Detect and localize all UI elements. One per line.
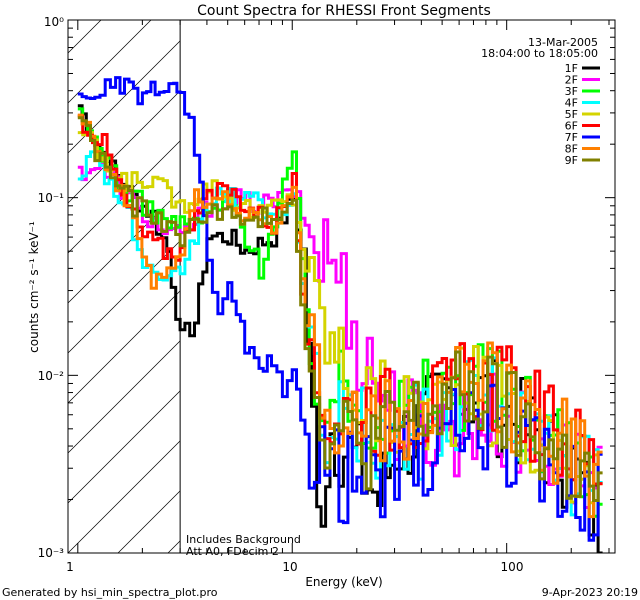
- footer-timestamp: 9-Apr-2023 20:19: [542, 586, 638, 599]
- hatch-line: [68, 190, 181, 304]
- legend-label-2F: 2F: [565, 74, 578, 87]
- hatch-line: [68, 90, 181, 204]
- annotation-date: 13-Mar-2005: [528, 36, 598, 49]
- legend-label-1F: 1F: [565, 62, 578, 75]
- x-axis-label: Energy (keV): [305, 575, 382, 589]
- legend-label-7F: 7F: [565, 131, 578, 144]
- hatch-line: [68, 20, 152, 104]
- hatch-line: [68, 340, 181, 454]
- annotation-attenuator: Att A0, FDecim 2: [186, 545, 279, 558]
- legend-label-9F: 9F: [565, 154, 578, 167]
- hatch-line: [68, 390, 181, 504]
- annotation-time-range: 18:04:00 to 18:05:00: [481, 47, 598, 60]
- axis-ticks: [67, 19, 615, 554]
- legend-label-3F: 3F: [565, 85, 578, 98]
- legend-label-8F: 8F: [565, 143, 578, 156]
- plot-frame: [67, 19, 616, 554]
- y-tick-label-1e-3: 10⁻³: [38, 546, 65, 560]
- x-tick-label-1: 1: [66, 560, 74, 574]
- hatch-line: [68, 20, 102, 54]
- hatch-line: [618, 20, 640, 553]
- y-tick-label-1e-2: 10⁻²: [38, 369, 65, 383]
- legend-label-4F: 4F: [565, 97, 578, 110]
- hatch-line: [68, 40, 181, 154]
- hatch-line: [68, 440, 181, 553]
- footer-generated-by: Generated by hsi_min_spectra_plot.pro: [2, 586, 218, 599]
- hatched-region: [68, 20, 640, 553]
- chart-title: Count Spectra for RHESSI Front Segments: [197, 3, 491, 19]
- series-line-7F: [77, 76, 603, 542]
- hatch-line: [68, 240, 181, 354]
- legend-label-5F: 5F: [565, 108, 578, 121]
- x-tick-label-10: 10: [282, 560, 297, 574]
- y-tick-label-1e0: 10⁰: [44, 15, 64, 29]
- x-tick-label-100: 100: [501, 560, 524, 574]
- y-axis-label: counts cm⁻² s⁻¹ keV⁻¹: [27, 221, 41, 353]
- annotation-background: Includes Background: [186, 533, 301, 546]
- legend-label-6F: 6F: [565, 120, 578, 133]
- series-line-9F: [77, 116, 603, 502]
- y-tick-label-1e-1: 10⁻¹: [38, 191, 65, 205]
- series-layer: [77, 20, 603, 553]
